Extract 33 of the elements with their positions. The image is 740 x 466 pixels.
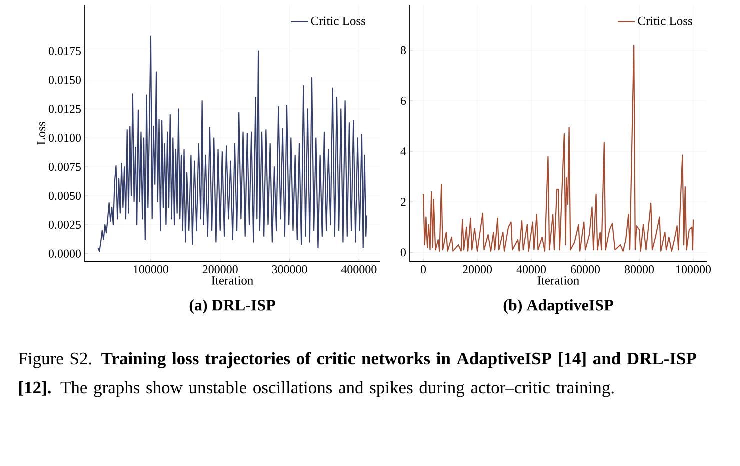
- y-tick-label: 4: [400, 148, 406, 156]
- y-tick-label: 8: [400, 46, 406, 55]
- y-tick-label: 0.0150: [48, 76, 82, 84]
- y-tick-label: 0.0050: [48, 192, 82, 200]
- text: Figure S2. Training loss trajectories of critic networks in AdaptiveISP [14] and DRL-ISP [12]. The graphs show unstable oscillations and spikes during actor–critic training.: [18, 352, 696, 398]
- legend-label: Critic Loss: [638, 16, 692, 26]
- y-tick-label: 6: [400, 96, 406, 106]
- y-tick-label: 0.0175: [48, 47, 82, 56]
- y-tick-label: 0.0075: [48, 162, 82, 172]
- x-tick-label: 0: [420, 266, 426, 274]
- x-axis-title: Iteration: [212, 276, 254, 285]
- x-tick-label: 60000: [571, 266, 600, 274]
- text: (a) DRL-ISP: [190, 300, 276, 314]
- x-tick-label: 200000: [202, 266, 238, 274]
- y-axis-title: Loss: [37, 122, 46, 145]
- y-tick-label: 0: [400, 248, 406, 257]
- text: (b) AdaptiveISP: [504, 300, 614, 314]
- line-series: [98, 36, 368, 252]
- line-series: [422, 44, 694, 252]
- legend-label: Critic Loss: [311, 16, 366, 26]
- x-tick-label: 40000: [516, 266, 546, 274]
- y-tick-label: 0.0125: [48, 105, 82, 114]
- x-axis-title: Iteration: [538, 276, 580, 285]
- y-tick-label: 2: [401, 198, 406, 206]
- x-tick-label: 300000: [272, 266, 308, 274]
- y-tick-label: 0.0000: [48, 250, 82, 258]
- y-tick-label: 0.0025: [48, 220, 82, 230]
- x-tick-label: 100000: [134, 266, 168, 274]
- x-tick-label: 80000: [624, 266, 654, 274]
- x-tick-label: 400000: [341, 266, 377, 274]
- y-tick-label: 0.0100: [48, 134, 82, 142]
- x-tick-label: 100000: [676, 266, 712, 274]
- x-tick-label: 20000: [463, 266, 492, 274]
